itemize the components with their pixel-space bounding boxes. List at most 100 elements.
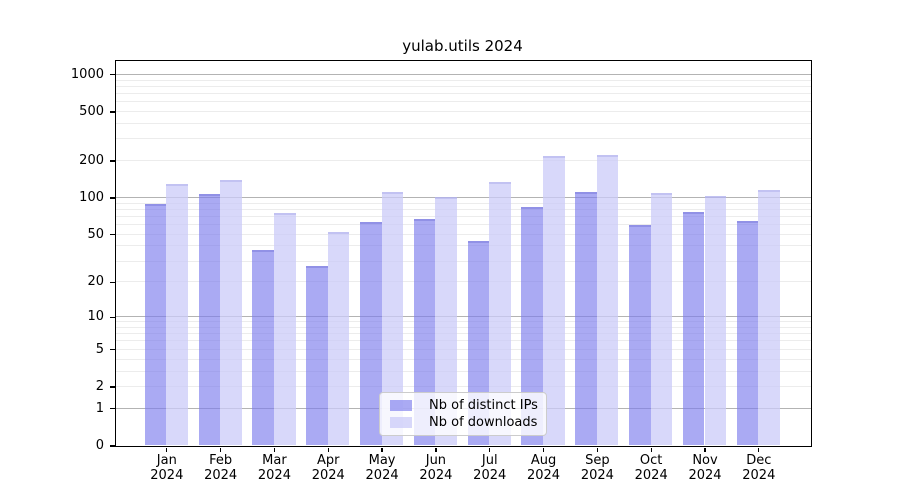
y-tick-label-200: 200 [79,153,104,169]
x-tick-label-oct: Oct 2024 [634,452,668,484]
x-tick-label-feb: Feb 2024 [204,452,238,484]
bar-feb-distinct-ips [198,193,221,446]
gridline-800 [116,85,811,87]
gridline-400 [116,122,811,124]
gridline-200 [116,160,811,162]
gridline-700 [116,92,811,94]
legend: Nb of distinct IPs Nb of downloads [379,392,547,436]
gridline-500 [116,111,811,113]
bar-jul-downloads [489,181,511,446]
y-tick-label-50: 50 [87,226,104,242]
x-tick-jul [489,447,491,452]
gridline-1000 [116,73,811,75]
x-tick-feb [219,447,222,452]
gridline-100 [116,197,811,199]
x-tick-label-dec: Dec 2024 [742,452,776,484]
bar-aug-downloads [543,155,565,446]
bar-aug-distinct-ips [521,206,544,446]
bar-apr-distinct-ips [306,266,328,446]
x-tick-label-jan: Jan 2024 [150,452,184,484]
y-tick-10 [110,316,115,318]
x-tick-nov [704,447,706,452]
bar-dec-distinct-ips [736,221,759,446]
gridline-80 [116,208,811,210]
y-tick-label-500: 500 [79,104,104,120]
y-tick-1 [110,408,115,410]
gridline-3 [116,370,811,372]
y-tick-500 [110,111,115,113]
x-tick-aug [542,447,545,452]
y-tick-1000 [110,74,115,76]
legend-item-distinct-ips: Nb of distinct IPs [386,398,540,413]
bar-mar-distinct-ips [252,250,274,446]
bar-jun-downloads [435,196,457,446]
x-tick-label-mar: Mar 2024 [257,452,291,484]
gridline-50 [116,233,811,235]
bar-nov-distinct-ips [682,212,705,446]
gridline-90 [116,202,811,204]
bar-apr-downloads [327,232,350,446]
bar-feb-downloads [220,179,242,446]
y-tick-label-1000: 1000 [70,66,104,82]
bar-may-distinct-ips [359,222,382,446]
x-tick-jun [435,447,437,452]
gridline-8 [116,326,811,328]
x-tick-label-aug: Aug 2024 [526,452,561,484]
x-tick-sep [596,447,598,452]
gridline-900 [116,79,811,81]
bar-sep-distinct-ips [575,191,597,446]
gridline-9 [116,321,811,323]
y-tick-label-10: 10 [87,309,104,325]
y-tick-label-5: 5 [95,341,104,357]
y-tick-200 [110,160,115,162]
legend-label-distinct-ips: Nb of distinct IPs [429,397,538,413]
gridline-300 [116,138,811,140]
gridline-4 [116,358,811,360]
bar-jan-downloads [166,183,188,446]
gridline-6 [116,340,811,342]
y-tick-50 [110,234,115,236]
legend-swatch-downloads [390,417,412,429]
gridline-20 [116,281,811,283]
y-tick-label-2: 2 [95,378,104,394]
bar-dec-downloads [758,190,780,446]
x-tick-label-nov: Nov 2024 [688,452,722,484]
x-tick-may [381,447,383,452]
y-tick-0 [110,445,115,447]
x-tick-jan [166,447,168,452]
gridline-7 [116,333,811,335]
y-tick-label-0: 0 [95,438,104,453]
bar-oct-distinct-ips [629,224,651,446]
gridline-30 [116,260,811,262]
bar-jan-distinct-ips [144,204,167,446]
gridline-600 [116,101,811,103]
gridline-40 [116,245,811,247]
plot-area [115,60,812,447]
gridline-70 [116,215,811,217]
x-tick-label-apr: Apr 2024 [311,452,345,484]
legend-item-downloads: Nb of downloads [386,415,540,430]
y-tick-label-100: 100 [79,190,104,206]
y-tick-label-20: 20 [87,274,104,290]
bar-mar-downloads [273,212,296,446]
bar-sep-downloads [596,154,619,446]
x-tick-label-sep: Sep 2024 [580,452,614,484]
bar-oct-downloads [650,193,673,446]
x-tick-dec [758,447,760,452]
legend-swatch-distinct-ips [390,399,412,411]
y-tick-2 [110,386,115,388]
legend-label-downloads: Nb of downloads [429,415,538,431]
bar-jun-distinct-ips [413,218,436,446]
y-tick-20 [110,281,115,284]
gridline-60 [116,224,811,226]
x-tick-label-may: May 2024 [365,452,399,484]
gridline-5 [116,348,811,350]
y-tick-label-1: 1 [95,400,104,416]
y-tick-5 [110,349,115,351]
gridline-10 [116,316,811,318]
bar-may-downloads [381,192,404,446]
bar-nov-downloads [704,195,727,446]
gridline-2 [116,385,811,387]
y-tick-100 [110,197,115,199]
